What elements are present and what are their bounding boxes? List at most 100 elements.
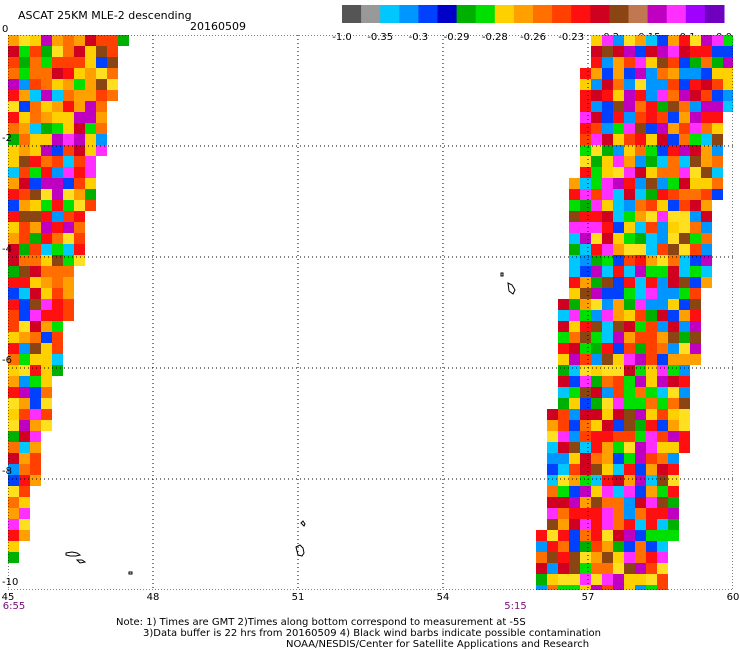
data-cell — [580, 574, 591, 585]
data-cell — [107, 68, 118, 79]
data-cell — [657, 189, 668, 200]
data-cell — [580, 244, 591, 255]
data-cell — [30, 123, 41, 134]
data-cell — [624, 112, 635, 123]
data-cell — [536, 574, 547, 585]
data-cell — [107, 79, 118, 90]
data-cell — [85, 90, 96, 101]
data-cell — [30, 288, 41, 299]
data-cell — [712, 112, 723, 123]
data-cell — [591, 442, 602, 453]
data-cell — [580, 497, 591, 508]
data-cell — [19, 189, 30, 200]
data-cell — [8, 90, 19, 101]
data-cell — [723, 46, 733, 57]
data-cell — [569, 574, 580, 585]
data-cell — [657, 123, 668, 134]
legend-swatch — [418, 5, 438, 23]
data-cell — [646, 442, 657, 453]
data-cell — [591, 35, 602, 46]
data-cell — [63, 288, 74, 299]
data-cell — [701, 255, 712, 266]
data-cell — [679, 112, 690, 123]
data-cell — [624, 541, 635, 552]
data-cell — [8, 211, 19, 222]
data-cell — [635, 574, 646, 585]
data-cell — [41, 420, 52, 431]
data-cell — [558, 376, 569, 387]
data-cell — [635, 486, 646, 497]
data-cell — [624, 310, 635, 321]
data-cell — [602, 244, 613, 255]
data-cell — [63, 266, 74, 277]
data-cell — [657, 35, 668, 46]
data-cell — [41, 79, 52, 90]
data-cell — [690, 46, 701, 57]
data-cell — [602, 387, 613, 398]
data-cell — [8, 46, 19, 57]
data-cell — [602, 431, 613, 442]
data-cell — [701, 134, 712, 145]
data-cell — [668, 57, 679, 68]
data-cell — [569, 288, 580, 299]
data-cell — [613, 398, 624, 409]
data-cell — [580, 486, 591, 497]
legend-swatch — [380, 5, 400, 23]
data-cell — [690, 354, 701, 365]
data-cell — [657, 343, 668, 354]
data-cell — [52, 46, 63, 57]
data-cell — [712, 156, 723, 167]
data-cell — [701, 167, 712, 178]
data-cell — [19, 299, 30, 310]
data-cell — [591, 398, 602, 409]
data-cell — [657, 409, 668, 420]
data-cell — [624, 409, 635, 420]
data-cell — [558, 431, 569, 442]
data-cell — [30, 453, 41, 464]
coastline — [507, 282, 516, 295]
data-cell — [668, 442, 679, 453]
data-cell — [602, 101, 613, 112]
data-cell — [580, 541, 591, 552]
data-cell — [591, 497, 602, 508]
data-cell — [668, 244, 679, 255]
data-cell — [19, 277, 30, 288]
data-cell — [624, 354, 635, 365]
data-cell — [52, 134, 63, 145]
data-cell — [690, 167, 701, 178]
data-cell — [657, 244, 668, 255]
data-cell — [668, 398, 679, 409]
data-cell — [613, 200, 624, 211]
data-cell — [569, 343, 580, 354]
data-cell — [591, 475, 602, 486]
data-cell — [646, 123, 657, 134]
data-cell — [613, 46, 624, 57]
data-cell — [668, 200, 679, 211]
data-cell — [558, 541, 569, 552]
data-cell — [602, 167, 613, 178]
data-cell — [591, 112, 602, 123]
data-cell — [569, 178, 580, 189]
coastline — [500, 272, 504, 277]
data-cell — [30, 266, 41, 277]
data-cell — [96, 123, 107, 134]
data-cell — [679, 211, 690, 222]
data-cell — [580, 310, 591, 321]
data-cell — [668, 145, 679, 156]
data-cell — [624, 508, 635, 519]
data-cell — [30, 431, 41, 442]
data-cell — [602, 90, 613, 101]
data-cell — [602, 189, 613, 200]
data-cell — [668, 420, 679, 431]
data-cell — [657, 475, 668, 486]
data-cell — [558, 530, 569, 541]
data-cell — [19, 57, 30, 68]
data-cell — [613, 255, 624, 266]
data-cell — [547, 453, 558, 464]
data-cell — [19, 90, 30, 101]
data-cell — [668, 464, 679, 475]
data-cell — [30, 79, 41, 90]
data-cell — [646, 420, 657, 431]
time-label: 5:15 — [504, 601, 527, 612]
data-cell — [580, 112, 591, 123]
